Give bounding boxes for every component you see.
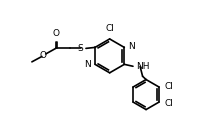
Text: Cl: Cl — [105, 24, 114, 33]
Text: N: N — [84, 60, 91, 69]
Text: O: O — [40, 51, 47, 60]
Text: Cl: Cl — [165, 99, 174, 108]
Text: N: N — [128, 42, 135, 51]
Text: Cl: Cl — [165, 82, 174, 91]
Text: NH: NH — [136, 62, 150, 71]
Text: S: S — [77, 44, 83, 53]
Text: O: O — [52, 29, 59, 38]
